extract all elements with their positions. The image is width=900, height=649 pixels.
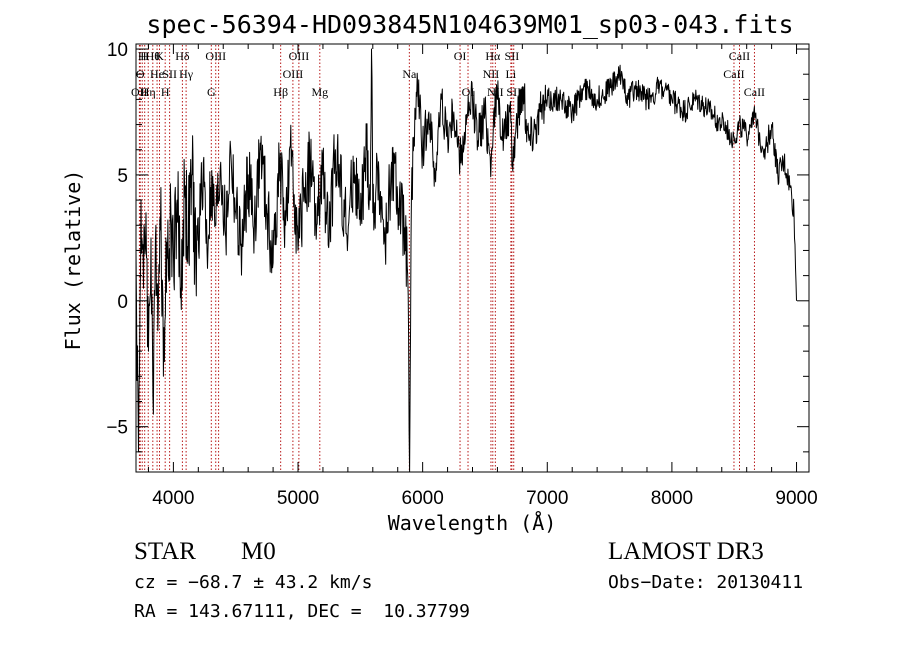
line-label-8: H <box>161 85 170 99</box>
y-axis: −5 0 5 10 <box>106 40 809 453</box>
line-label-3: H <box>140 49 149 63</box>
line-label-13: OIII <box>205 49 226 63</box>
line-label-5: Hθ <box>146 49 161 63</box>
line-label-16: OIII <box>283 67 304 81</box>
x-tick-label-3: 7000 <box>526 488 568 509</box>
flux-line <box>135 48 797 473</box>
line-label-30: CaII <box>744 85 765 99</box>
y-tick-label-2: 5 <box>117 166 128 187</box>
line-label-22: NII <box>483 67 500 81</box>
x-axis: 4000 5000 6000 7000 8000 9000 <box>147 44 818 509</box>
x-tick-label-1: 5000 <box>277 488 319 509</box>
line-label-26: SII <box>505 49 520 63</box>
survey-name: LAMOST DR3 <box>608 538 764 565</box>
y-tick-label-1: 0 <box>117 292 128 313</box>
line-markers <box>138 45 755 471</box>
y-tick-label-0: −5 <box>106 418 128 439</box>
line-label-2: H <box>138 49 147 63</box>
line-label-18: Mg <box>311 85 328 99</box>
line-label-0: OII <box>131 85 148 99</box>
line-label-10: Hδ <box>175 49 190 63</box>
line-label-15: Hβ <box>273 85 288 99</box>
y-axis-label: Flux (relative) <box>61 170 85 351</box>
line-label-7: K <box>155 49 164 63</box>
line-label-27: SII <box>506 85 521 99</box>
object-subclass: M0 <box>241 538 276 565</box>
obs-date: Obs−Date: 20130411 <box>608 572 804 593</box>
line-label-17: OIII <box>289 49 310 63</box>
line-label-11: Hγ <box>179 67 194 81</box>
x-tick-label-5: 9000 <box>775 488 817 509</box>
line-label-4: Hη <box>141 85 156 99</box>
object-class: STAR <box>134 538 196 565</box>
redshift-readout: cz = −68.7 ± 43.2 km/s <box>134 572 373 593</box>
x-tick-label-0: 4000 <box>152 488 194 509</box>
line-label-28: CaII <box>723 67 744 81</box>
line-label-23: Hα <box>485 49 501 63</box>
line-label-25: Li <box>506 67 517 81</box>
chart-title: spec-56394-HD093845N104639M01_sp03-043.f… <box>146 10 793 39</box>
line-label-12: G <box>207 85 216 99</box>
coordinates: RA = 143.67111, DEC = 10.37799 <box>134 601 470 622</box>
x-axis-label: Wavelength (Å) <box>388 511 557 535</box>
line-label-6: He <box>150 67 164 81</box>
y-tick-label-3: 10 <box>107 40 128 61</box>
line-label-19: Na <box>402 67 417 81</box>
x-tick-label-4: 8000 <box>651 488 693 509</box>
line-label-29: CaII <box>729 49 750 63</box>
x-tick-label-2: 6000 <box>402 488 444 509</box>
line-label-9: SII <box>162 67 177 81</box>
line-label-20: OI <box>454 49 467 63</box>
